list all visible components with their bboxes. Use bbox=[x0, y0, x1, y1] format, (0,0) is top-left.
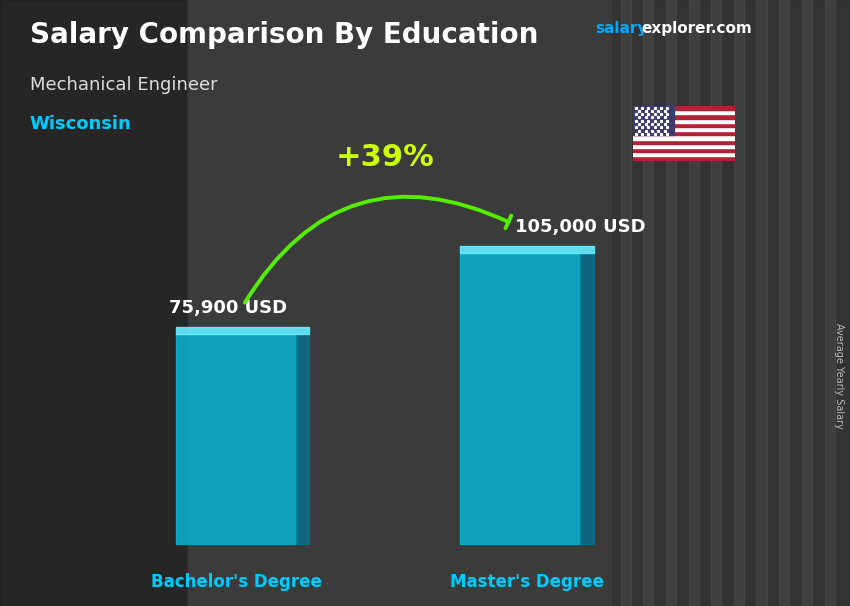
Bar bbox=[633, 139, 735, 144]
Bar bbox=[633, 127, 735, 132]
Bar bbox=[633, 115, 735, 119]
Text: 75,900 USD: 75,900 USD bbox=[169, 299, 287, 318]
Bar bbox=[734, 0, 744, 606]
Bar bbox=[633, 106, 735, 110]
Bar bbox=[461, 253, 580, 545]
Bar bbox=[187, 0, 612, 606]
Text: Mechanical Engineer: Mechanical Engineer bbox=[30, 76, 218, 94]
Bar bbox=[620, 0, 631, 606]
Bar bbox=[612, 0, 850, 606]
Text: Bachelor's Degree: Bachelor's Degree bbox=[150, 573, 321, 591]
Bar bbox=[461, 246, 593, 253]
Bar bbox=[633, 132, 735, 135]
Text: Wisconsin: Wisconsin bbox=[30, 115, 132, 133]
Bar bbox=[633, 156, 735, 161]
Text: salary: salary bbox=[595, 21, 648, 36]
Bar bbox=[643, 0, 654, 606]
Bar bbox=[711, 0, 722, 606]
Bar bbox=[633, 144, 735, 148]
Bar bbox=[176, 334, 296, 545]
Bar bbox=[633, 119, 735, 123]
Bar bbox=[633, 123, 735, 127]
Bar bbox=[802, 0, 812, 606]
Bar bbox=[633, 110, 735, 115]
Text: Master's Degree: Master's Degree bbox=[450, 573, 604, 591]
Bar bbox=[0, 0, 187, 606]
Bar bbox=[580, 253, 593, 545]
Text: Average Yearly Salary: Average Yearly Salary bbox=[834, 323, 844, 428]
Bar bbox=[633, 135, 735, 139]
Text: Salary Comparison By Education: Salary Comparison By Education bbox=[30, 21, 538, 49]
Text: explorer.com: explorer.com bbox=[642, 21, 752, 36]
Bar bbox=[779, 0, 790, 606]
Bar bbox=[296, 334, 309, 545]
Text: 105,000 USD: 105,000 USD bbox=[515, 219, 645, 236]
Bar bbox=[633, 148, 735, 152]
Bar bbox=[756, 0, 767, 606]
Bar bbox=[666, 0, 676, 606]
Text: +39%: +39% bbox=[337, 142, 435, 171]
Bar bbox=[633, 106, 674, 135]
Bar bbox=[633, 152, 735, 156]
Bar bbox=[176, 327, 309, 334]
Bar bbox=[688, 0, 699, 606]
Bar bbox=[824, 0, 835, 606]
